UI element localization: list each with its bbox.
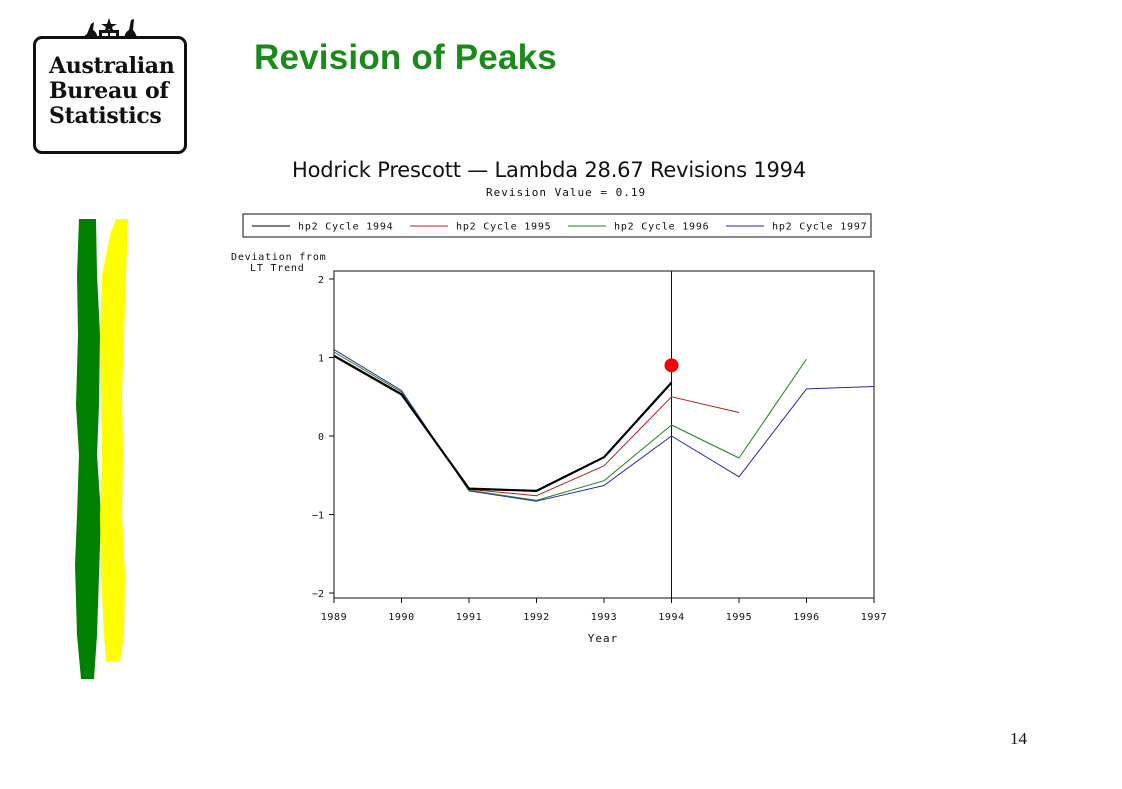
series-line (333, 349, 875, 502)
logo-line-2: Bureau of (49, 78, 169, 104)
x-axis: 1989 1990 1991 1992 1993 1994 1995 1996 1997 (321, 598, 887, 623)
y-tick-label: 2 (318, 275, 324, 286)
x-tick-label: 1994 (658, 612, 684, 623)
series-line (333, 354, 740, 497)
logo-frame: Australian Bureau of Statistics (33, 36, 187, 154)
legend-label: hp2 Cycle 1994 (298, 222, 394, 233)
slide-title: Revision of Peaks (254, 38, 557, 77)
legend-label: hp2 Cycle 1996 (614, 222, 710, 233)
abs-logo: AUSTRALIA Australian Bureau of Statistic… (33, 16, 187, 154)
y-axis: 2 1 0 −1 −2 (312, 275, 334, 600)
logo-line-3: Statistics (49, 103, 162, 129)
y-tick-label: −1 (312, 511, 324, 522)
decorative-stripes (75, 219, 128, 679)
plot-frame (333, 270, 875, 599)
x-tick-label: 1993 (591, 612, 617, 623)
legend-label: hp2 Cycle 1995 (456, 222, 552, 233)
logo-line-1: Australian (49, 53, 175, 79)
legend-label: hp2 Cycle 1997 (772, 222, 868, 233)
y-axis-label-line-1: Deviation from (231, 252, 327, 263)
y-tick-label: 0 (318, 432, 324, 443)
series-lines (333, 349, 875, 502)
y-tick-label: 1 (318, 354, 324, 365)
x-tick-label: 1997 (861, 612, 887, 623)
green-stripe (75, 219, 101, 679)
peak-marker (664, 358, 679, 373)
y-tick-label: −2 (312, 589, 324, 600)
chart-subtitle: Revision Value = 0.19 (486, 186, 647, 199)
x-tick-label: 1992 (523, 612, 549, 623)
yellow-stripe (100, 219, 128, 661)
x-tick-label: 1989 (321, 612, 347, 623)
series-line (333, 354, 673, 492)
x-tick-label: 1996 (793, 612, 819, 623)
x-tick-label: 1991 (456, 612, 482, 623)
x-axis-label: Year (588, 632, 619, 645)
chart-title: Hodrick Prescott — Lambda 28.67 Revision… (292, 158, 807, 182)
series-line (333, 351, 807, 501)
page-number: 14 (1010, 729, 1027, 748)
x-tick-label: 1990 (388, 612, 414, 623)
legend-box (242, 213, 872, 238)
x-tick-label: 1995 (726, 612, 752, 623)
y-axis-label-line-2: LT Trend (250, 263, 305, 274)
legend: hp2 Cycle 1994 hp2 Cycle 1995 hp2 Cycle 19… (252, 222, 868, 233)
